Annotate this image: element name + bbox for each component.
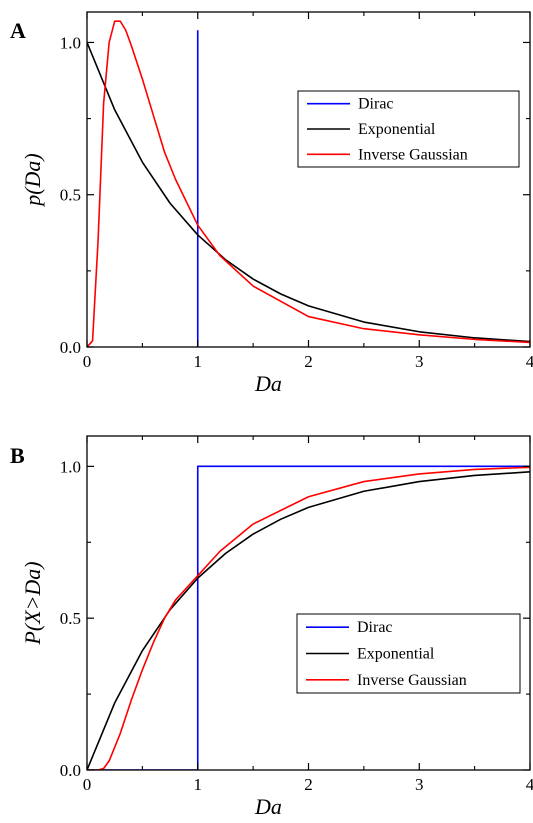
y-tick-label: 0.0 — [60, 761, 81, 780]
legend: Dirac Exponential Inverse Gaussian — [297, 90, 520, 168]
plot-area — [87, 20, 530, 347]
legend-label: Inverse Gaussian — [358, 146, 468, 163]
x-tick-label: 4 — [526, 352, 533, 371]
legend-label: Dirac — [357, 619, 393, 636]
chart-panel-B: B 0 1 2 3 4 0.0 0.5 1.0 Da P(X>Da) Dirac Exponential… — [10, 435, 533, 819]
panel-letter: A — [10, 18, 26, 43]
series-line-exponential — [87, 471, 530, 770]
y-tick-label: 0.0 — [60, 338, 81, 357]
legend-label: Exponential — [357, 646, 435, 663]
x-tick-label: 2 — [304, 775, 313, 794]
x-tick-label: 1 — [194, 775, 203, 794]
x-tick-label: 3 — [415, 775, 424, 794]
y-tick-label: 1.0 — [60, 457, 81, 476]
legend-label: Exponential — [358, 121, 436, 138]
series-line-dirac — [87, 465, 530, 770]
y-axis-label: P(X>Da) — [20, 561, 45, 645]
y-tick-label: 0.5 — [60, 609, 81, 628]
y-tick-label: 1.0 — [60, 33, 81, 52]
x-tick-label: 4 — [526, 775, 533, 794]
series-line-exponential — [87, 42, 530, 343]
x-tick-label: 2 — [304, 352, 313, 371]
panel-letter: B — [10, 443, 25, 468]
x-tick-label: 1 — [194, 352, 203, 371]
y-tick-label: 0.5 — [60, 186, 81, 205]
legend-label: Inverse Gaussian — [357, 672, 467, 689]
plot-frame — [86, 435, 531, 771]
chart-panel-A: A 0 1 2 3 4 0.0 0.5 1.0 Da p(Da) Dirac Exponential In… — [10, 11, 533, 396]
x-tick-label: 0 — [83, 352, 92, 371]
series-line-inverse-gaussian — [87, 20, 530, 347]
x-axis-label: Da — [254, 794, 282, 819]
y-axis-label: p(Da) — [20, 153, 45, 208]
series-line-inverse-gaussian — [87, 466, 530, 770]
x-axis-label: Da — [254, 371, 282, 396]
x-tick-label: 3 — [415, 352, 424, 371]
legend: Dirac Exponential Inverse Gaussian — [296, 613, 521, 694]
plot-area — [87, 465, 530, 770]
legend-label: Dirac — [358, 96, 394, 113]
x-tick-label: 0 — [83, 775, 92, 794]
